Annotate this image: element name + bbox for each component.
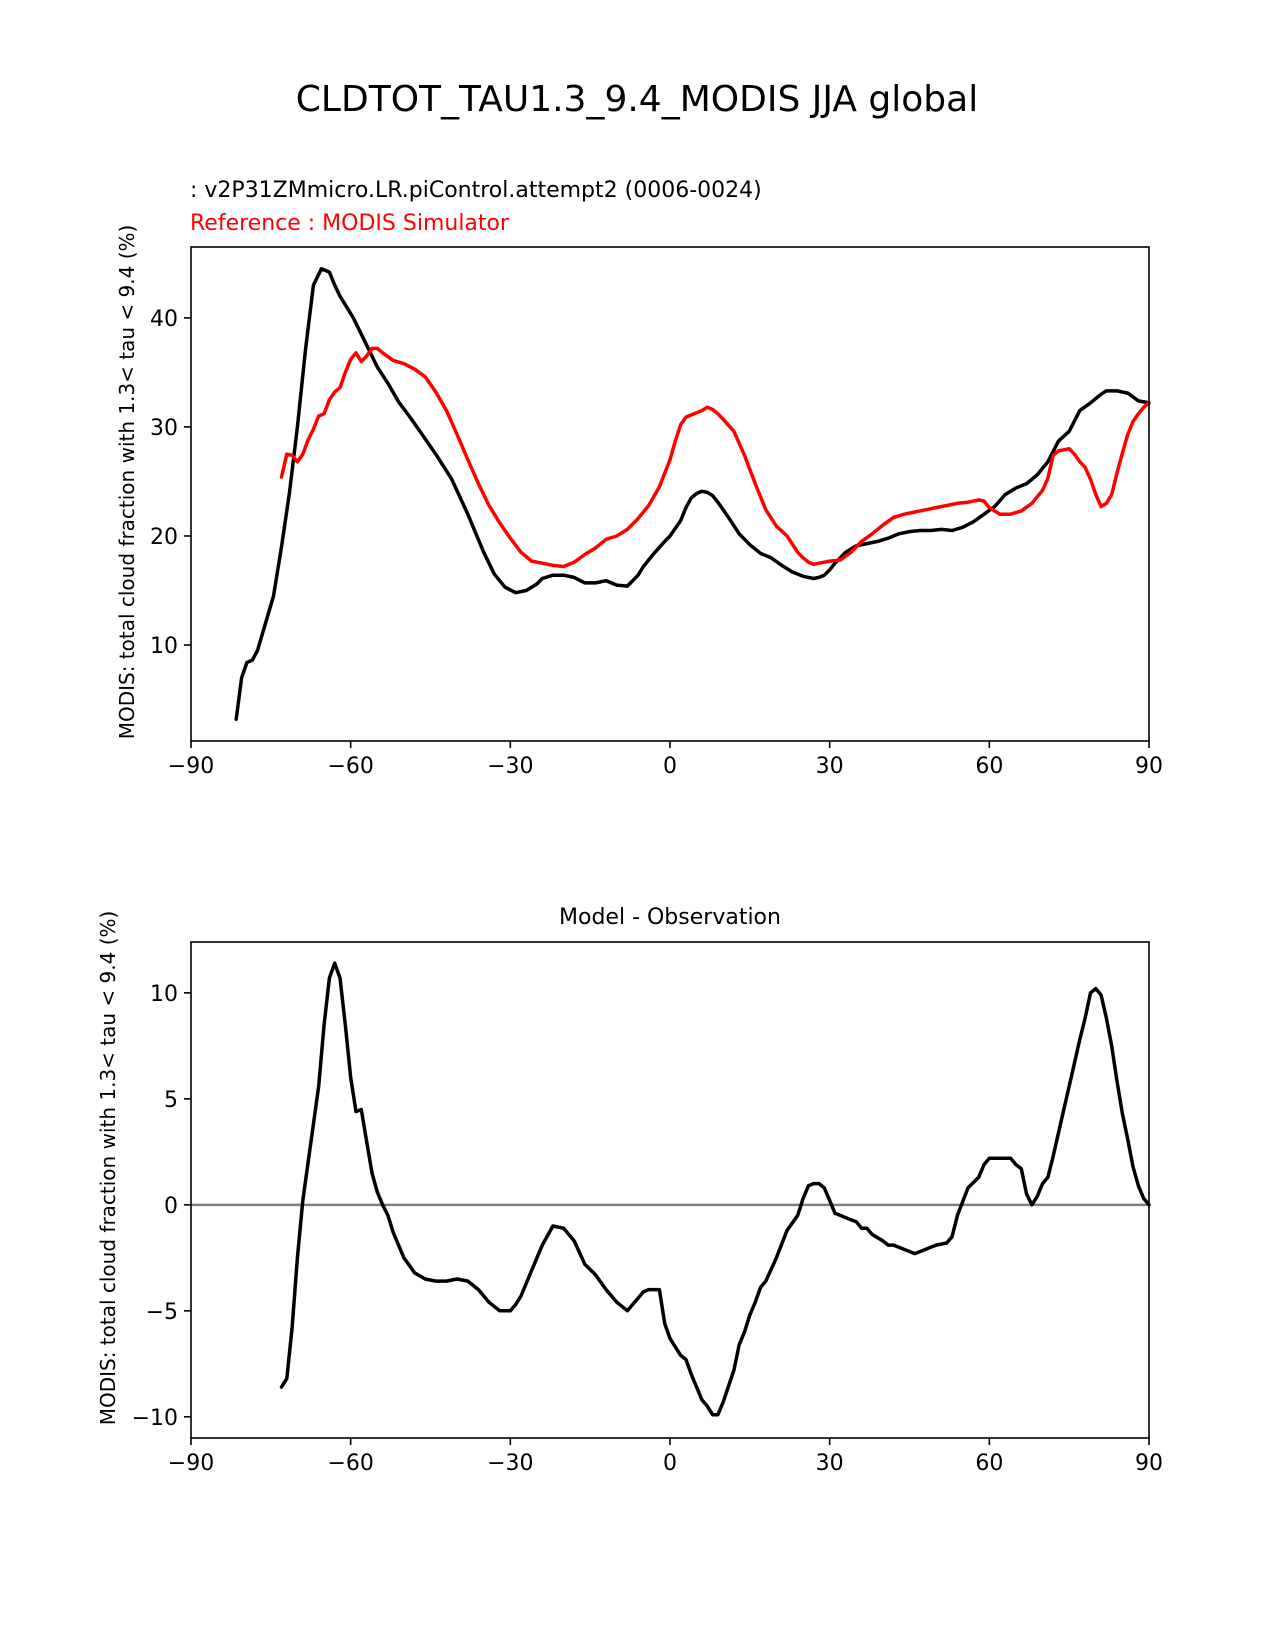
top-y-tick-label: 20 [150,525,178,550]
bottom-y-tick-label: 5 [164,1088,178,1113]
top-x-tick-label: −90 [168,754,214,779]
top-y-tick-label: 40 [150,307,178,332]
bottom-x-tick-label: 30 [816,1451,844,1476]
top-x-tick-label: −30 [487,754,533,779]
top-x-tick-label: −60 [327,754,373,779]
bottom-x-tick-label: −90 [168,1451,214,1476]
figure-title: CLDTOT_TAU1.3_9.4_MODIS JJA global [296,79,978,120]
bottom-y-axis-label: MODIS: total cloud fraction with 1.3< ta… [96,911,120,1426]
top-series-reference-line [279,346,1151,569]
bottom-series-difference-line [279,961,1151,1417]
top-x-tick-label: 60 [975,754,1003,779]
bottom-x-tick-label: −30 [487,1451,533,1476]
bottom-axes-frame [190,941,1150,1439]
top-series-test-line [234,267,1151,721]
top-x-tick-label: 30 [816,754,844,779]
top-y-axis-label: MODIS: total cloud fraction with 1.3< ta… [115,225,139,740]
test-label: : v2P31ZMmicro.LR.piControl.attempt2 (00… [190,178,762,203]
bottom-x-tick-label: −60 [327,1451,373,1476]
bottom-x-tick-label: 90 [1135,1451,1163,1476]
bottom-x-tick-label: 60 [975,1451,1003,1476]
top-x-tick-label: 0 [663,754,677,779]
bottom-chart-title: Model - Observation [559,905,781,930]
bottom-y-tick-label: −5 [146,1300,178,1325]
top-x-tick-label: 90 [1135,754,1163,779]
bottom-y-tick-label: 10 [150,982,178,1007]
bottom-chart: Model - Observation MODIS: total cloud f… [96,905,1163,1476]
reference-label: Reference : MODIS Simulator [190,211,510,236]
top-chart: MODIS: total cloud fraction with 1.3< ta… [115,225,1163,779]
bottom-x-tick-label: 0 [663,1451,677,1476]
bottom-y-tick-label: 0 [164,1194,178,1219]
top-y-tick-label: 10 [150,634,178,659]
bottom-y-tick-label: −10 [132,1406,178,1431]
top-y-tick-label: 30 [150,416,178,441]
